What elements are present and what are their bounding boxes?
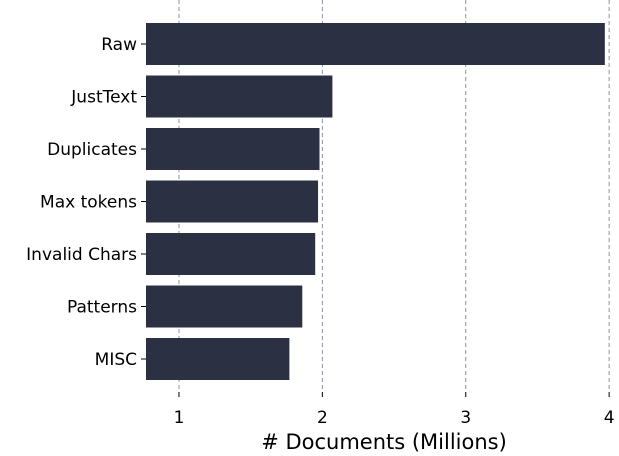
bar: [146, 233, 316, 275]
bar: [146, 23, 605, 65]
y-tick-label: Invalid Chars: [26, 245, 137, 265]
y-tick-label: Patterns: [67, 298, 137, 318]
bar: [146, 180, 319, 223]
x-tick-label: 3: [460, 408, 471, 428]
x-axis: 1 2 3 4: [174, 392, 615, 428]
y-tick-label: Duplicates: [47, 140, 137, 160]
bar: [146, 75, 333, 118]
y-tick-label: JustText: [70, 88, 137, 108]
y-tick-label: Max tokens: [40, 193, 137, 213]
bar: [146, 128, 320, 170]
x-tick-label: 1: [174, 408, 185, 428]
y-tick-label: MISC: [95, 350, 137, 370]
x-tick-label: 4: [604, 408, 615, 428]
x-tick-label: 2: [317, 408, 328, 428]
bar: [146, 285, 303, 328]
y-axis: Raw JustText Duplicates Max tokens Invalid C…: [26, 35, 146, 370]
y-tick-label: Raw: [101, 35, 137, 55]
bar: [146, 338, 290, 380]
x-axis-title: # Documents (Millions): [261, 430, 507, 454]
bars: [146, 23, 605, 380]
